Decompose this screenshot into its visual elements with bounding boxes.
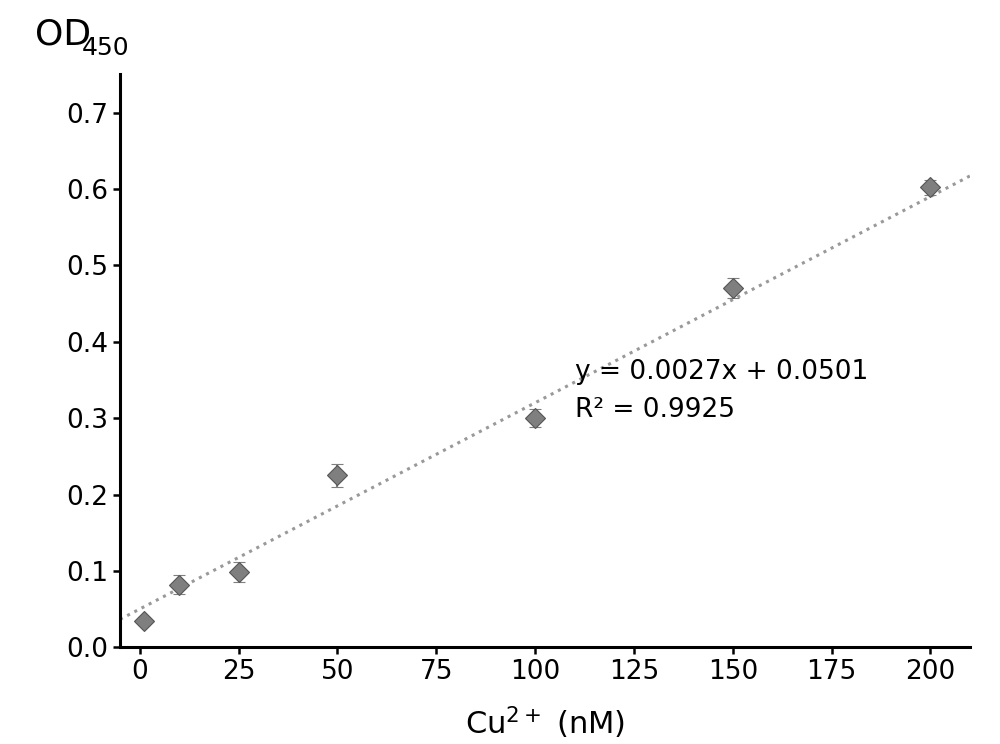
X-axis label: Cu$^{2+}$ (nM): Cu$^{2+}$ (nM) — [465, 705, 625, 741]
Text: 450: 450 — [82, 36, 129, 60]
Text: OD: OD — [35, 18, 91, 51]
Text: y = 0.0027x + 0.0501
R² = 0.9925: y = 0.0027x + 0.0501 R² = 0.9925 — [575, 359, 868, 423]
